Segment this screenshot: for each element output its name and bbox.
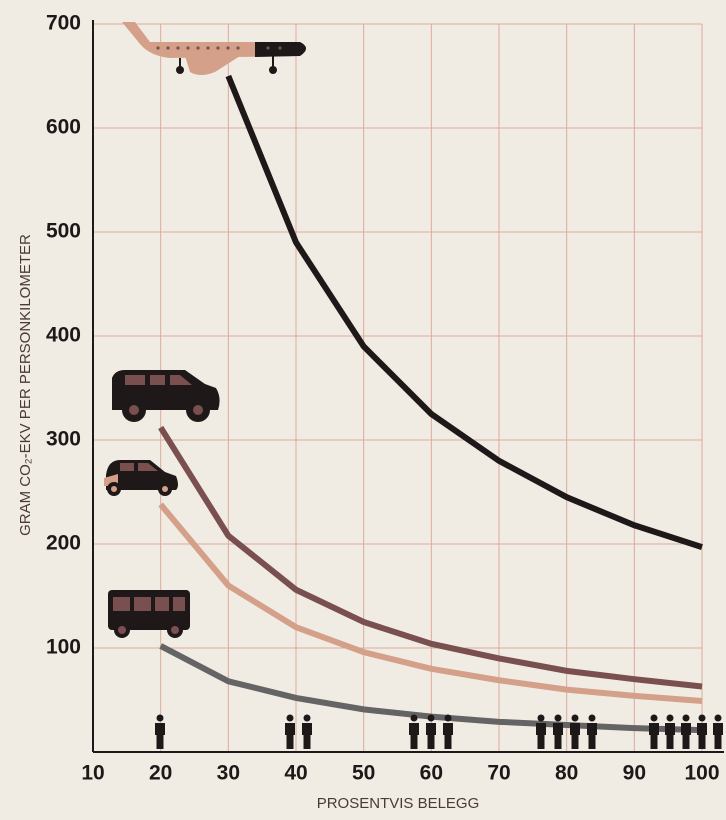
person-body	[536, 723, 546, 735]
person-body	[587, 723, 597, 735]
person-legs	[427, 735, 435, 749]
person-body	[697, 723, 707, 735]
person-body	[649, 723, 659, 735]
x-tick-label: 100	[684, 762, 719, 785]
person-body	[155, 723, 165, 735]
person-legs	[698, 735, 706, 749]
y-tick-label: 200	[46, 532, 81, 555]
person-head	[554, 714, 562, 722]
person-body	[665, 723, 675, 735]
person-head	[714, 714, 722, 722]
person-head	[156, 714, 164, 722]
x-tick-label: 50	[352, 762, 375, 785]
person-head	[427, 714, 435, 722]
person-head	[303, 714, 311, 722]
person-body	[713, 723, 723, 735]
person-legs	[571, 735, 579, 749]
y-tick-label: 600	[46, 116, 81, 139]
person-body	[302, 723, 312, 735]
y-tick-label: 500	[46, 220, 81, 243]
y-axis-label: GRAM CO₂-EKV PER PERSONKILOMETER	[17, 234, 34, 536]
person-head	[698, 714, 706, 722]
person-body	[409, 723, 419, 735]
car-icon	[104, 460, 178, 496]
y-tick-label: 300	[46, 428, 81, 451]
person-legs	[303, 735, 311, 749]
person-head	[410, 714, 418, 722]
person-body	[570, 723, 580, 735]
person-legs	[588, 735, 596, 749]
person-head	[588, 714, 596, 722]
person-head	[650, 714, 658, 722]
person-body	[681, 723, 691, 735]
series-line	[158, 502, 703, 705]
plane-icon	[122, 22, 306, 75]
x-tick-label: 20	[149, 762, 172, 785]
person-body	[553, 723, 563, 735]
series-line	[158, 425, 703, 690]
x-tick-label: 90	[623, 762, 646, 785]
person-legs	[666, 735, 674, 749]
grid: 10 20 30 40 50 60 70 80 90 100 100 200 300 400 500 600 7…	[46, 12, 724, 785]
series-line	[225, 74, 703, 550]
x-axis-label: PROSENTVIS BELEGG	[317, 795, 480, 812]
person-legs	[156, 735, 164, 749]
person-body	[443, 723, 453, 735]
y-tick-label: 700	[46, 12, 81, 35]
x-tick-label: 60	[420, 762, 443, 785]
y-tick-label: 400	[46, 324, 81, 347]
person-body	[285, 723, 295, 735]
person-head	[537, 714, 545, 722]
person-head	[286, 714, 294, 722]
people-icons	[155, 714, 723, 749]
x-tick-label: 40	[284, 762, 307, 785]
person-legs	[286, 735, 294, 749]
person-legs	[554, 735, 562, 749]
person-head	[682, 714, 690, 722]
x-tick-label: 70	[487, 762, 510, 785]
suv-icon	[112, 370, 220, 422]
x-tick-label: 80	[555, 762, 578, 785]
person-legs	[537, 735, 545, 749]
bus-icon	[108, 590, 190, 638]
x-tick-label: 30	[217, 762, 240, 785]
x-tick-label: 10	[81, 762, 104, 785]
person-legs	[444, 735, 452, 749]
person-legs	[682, 735, 690, 749]
person-body	[426, 723, 436, 735]
person-head	[666, 714, 674, 722]
person-legs	[714, 735, 722, 749]
person-head	[571, 714, 579, 722]
person-head	[444, 714, 452, 722]
y-tick-label: 100	[46, 636, 81, 659]
person-legs	[650, 735, 658, 749]
person-legs	[410, 735, 418, 749]
